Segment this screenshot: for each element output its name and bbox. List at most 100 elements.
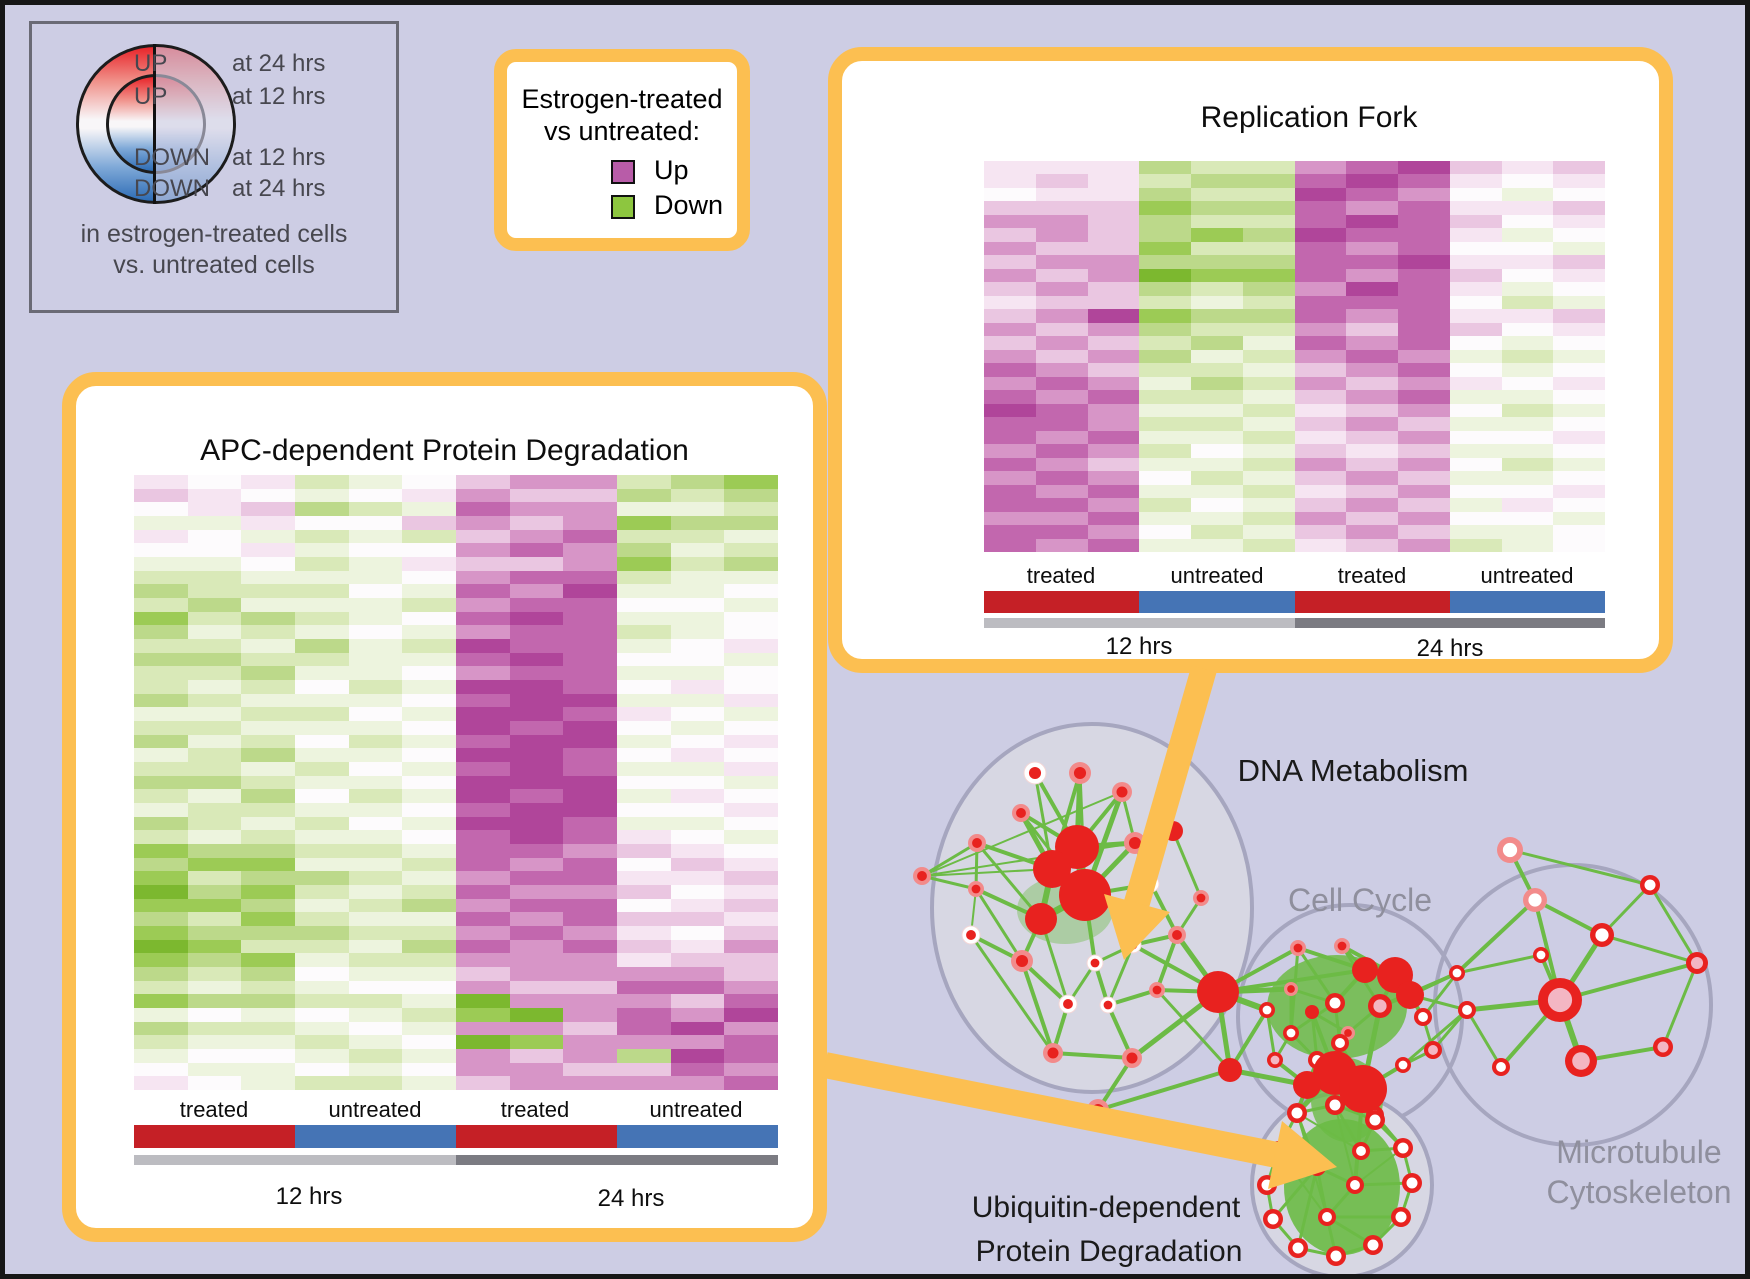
heatmap-cell [134,652,188,667]
heatmap-cell [617,871,671,885]
heatmap-cell [984,498,1036,512]
heatmap-cell [187,680,242,694]
heatmap-cell [984,268,1036,283]
heatmap-cell [563,816,617,831]
heatmap-cell [348,857,403,872]
legend-down-inner: DOWN [134,144,210,171]
heatmap-cell [348,543,403,557]
network-node-core [1329,1099,1341,1111]
heatmap-cell [1553,322,1605,337]
network-node-core [1690,956,1704,970]
heatmap-cell [670,857,725,872]
heatmap-cell [1449,322,1502,337]
heatmap-cell [456,830,510,844]
heatmap-cell [348,598,403,612]
apc-heatmap [134,475,778,1090]
network-node-core [1536,950,1546,960]
heatmap-cell [1035,268,1088,283]
heatmap-cell [295,912,349,926]
heatmap-cell [1553,161,1605,175]
heatmap-cell [402,680,456,694]
heatmap-cell [456,912,510,926]
heatmap-cell [724,666,778,680]
heatmap-cell [1449,336,1502,350]
network-node-core [1398,1060,1408,1070]
heatmap-cell [724,502,778,516]
network-edge [1648,884,1699,964]
heatmap-cell [1294,309,1347,323]
heatmap-cell [456,693,510,708]
heatmap-cell [670,570,725,585]
heatmap-cell [670,775,725,790]
heatmap-cell [1501,228,1554,242]
heatmap-cell [187,584,242,598]
heatmap-cell [348,680,403,694]
heatmap-cell [456,1021,510,1036]
heatmap-cell [1346,349,1398,364]
heatmap-cell [295,529,349,544]
network-node-core [1291,1107,1303,1119]
heatmap-cell [295,611,349,626]
rf-time-bar [984,618,1605,628]
heatmap-cell [1294,187,1347,202]
heatmap-cell [134,994,188,1008]
heatmap-cell [295,734,349,749]
heatmap-cell [724,1035,778,1049]
heatmap-cell [670,748,725,762]
heatmap-cell [724,570,778,585]
heatmap-cell [1139,282,1191,296]
heatmap-cell [670,926,725,940]
heatmap-cell [402,748,456,762]
network-node-core [1496,1062,1506,1072]
heatmap-cell [134,639,188,653]
heatmap-cell [241,666,295,680]
heatmap-cell [1139,471,1191,485]
heatmap-cell [670,1049,725,1063]
heatmap-cell [1087,444,1140,458]
heatmap-cell [1398,309,1450,323]
heatmap-cell [1294,484,1347,499]
heatmap-cell [1294,538,1347,552]
apc-treated-12-label: treated [179,1097,249,1122]
network-edge [1456,953,1542,975]
heatmap-cell [670,529,725,544]
heatmap-cell [1087,417,1140,431]
network-edge [1107,988,1158,1007]
heatmap-cell [984,538,1036,552]
heatmap-cell [563,994,617,1008]
heatmap-cell [724,1062,778,1077]
heatmap-cell [1553,309,1605,323]
heatmap-cell [509,789,564,803]
network-node [1352,957,1378,983]
heatmap-cell [295,707,349,721]
heatmap-cell [1398,525,1450,539]
heatmap-cell [509,584,564,598]
heatmap-cell [1087,241,1140,256]
heatmap-cell [456,475,510,489]
heatmap-cell [1346,174,1398,188]
heatmap-cell [509,652,564,667]
heatmap-cell [1553,484,1605,499]
heatmap-cell [348,885,403,899]
heatmap-cell [1449,214,1502,229]
heatmap-cell [1242,241,1295,256]
heatmap-cell [1501,309,1554,323]
heatmap-cell [134,775,188,790]
heatmap-cell [295,885,349,899]
heatmap-cell [1242,161,1295,175]
apc-24hrs-label: 24 hrs [597,1185,665,1212]
heatmap-cell [1346,376,1398,391]
heatmap-cell [134,529,188,544]
heatmap-cell [1191,538,1243,552]
heatmap-cell [724,748,778,762]
heatmap-cell [509,516,564,530]
heatmap-cell [241,543,295,557]
heatmap-cell [1035,525,1088,539]
network-node-core [1397,1142,1409,1154]
heatmap-cell [295,666,349,680]
heatmap-cell [1346,403,1398,418]
heatmap-cell [1242,174,1295,188]
heatmap-cell [134,707,188,721]
network-node-core [1172,930,1182,940]
heatmap-cell [1346,511,1398,526]
